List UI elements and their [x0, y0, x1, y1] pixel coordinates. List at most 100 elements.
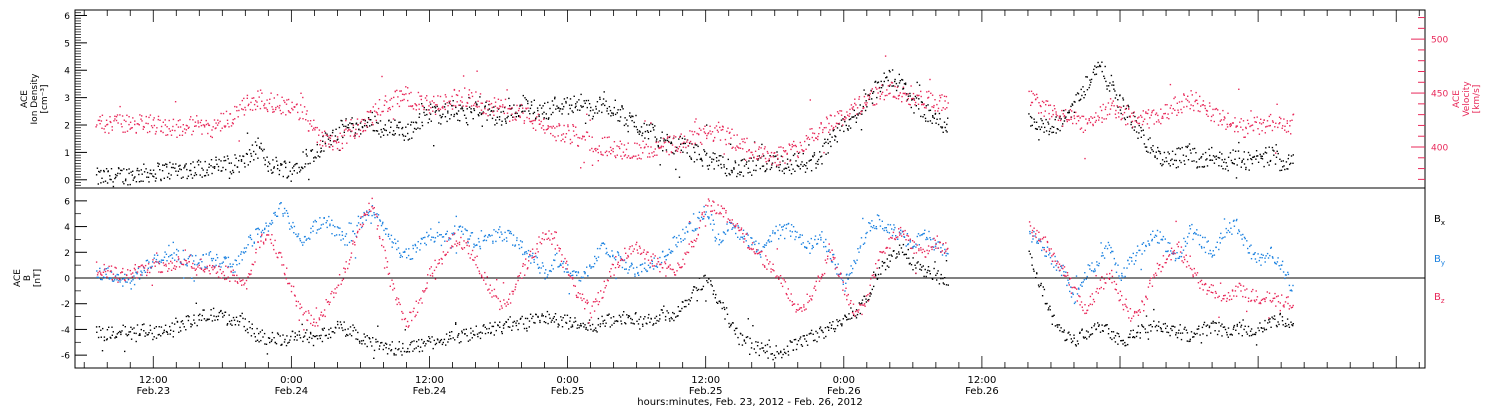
field-point-bx: [201, 320, 202, 321]
velocity-point: [671, 152, 672, 153]
field-point-by: [256, 228, 257, 229]
velocity-point: [1260, 119, 1261, 120]
velocity-point: [1133, 115, 1134, 116]
field-point-bx: [199, 314, 200, 315]
field-point-by: [605, 253, 606, 254]
velocity-point: [535, 130, 536, 131]
field-point-bx: [832, 321, 833, 322]
field-point-bx: [742, 335, 743, 336]
density-point: [637, 129, 638, 130]
field-point-bx: [595, 327, 596, 328]
field-point-bx: [566, 323, 567, 324]
velocity-point: [687, 139, 688, 140]
field-point-by: [568, 271, 569, 272]
density-point: [285, 163, 286, 164]
velocity-point: [317, 127, 318, 128]
velocity-point: [1249, 126, 1250, 127]
field-point-by: [598, 256, 599, 257]
density-point: [524, 111, 525, 112]
field-point-by: [591, 266, 592, 267]
field-point-bx: [493, 326, 494, 327]
density-point: [224, 156, 225, 157]
velocity-point: [884, 99, 885, 100]
density-point: [501, 124, 502, 125]
velocity-point: [1083, 116, 1084, 117]
field-point-by: [317, 229, 318, 230]
density-point: [263, 157, 264, 158]
field-point-by: [612, 255, 613, 256]
velocity-point: [404, 94, 405, 95]
field-point-bx: [813, 340, 814, 341]
field-point-bx: [1119, 336, 1120, 337]
velocity-point: [914, 100, 915, 101]
field-point-bx: [411, 341, 412, 342]
date-tick-label: Feb.23: [136, 386, 170, 397]
velocity-point: [761, 156, 762, 157]
density-point: [535, 118, 536, 119]
velocity-point: [910, 104, 911, 105]
field-point-by: [323, 218, 324, 219]
field-point-bx: [262, 336, 263, 337]
field-point-bx: [104, 340, 105, 341]
field-point-bx: [489, 328, 490, 329]
field-point-by: [382, 222, 383, 223]
field-point-bx: [326, 335, 327, 336]
field-point-bx: [504, 323, 505, 324]
velocity-point: [346, 143, 347, 144]
density-point: [636, 126, 637, 127]
velocity-point: [678, 148, 679, 149]
velocity-point: [169, 128, 170, 129]
velocity-point: [692, 134, 693, 135]
field-point-bx: [1165, 323, 1166, 324]
field-point-bx: [489, 322, 490, 323]
field-point-bx: [814, 340, 815, 341]
density-point: [133, 180, 134, 181]
velocity-point: [457, 101, 458, 102]
density-point: [588, 115, 589, 116]
density-point: [738, 164, 739, 165]
velocity-point: [502, 106, 503, 107]
field-point-bx: [198, 315, 199, 316]
velocity-point: [780, 146, 781, 147]
field-point-bx: [620, 316, 621, 317]
velocity-point: [481, 103, 482, 104]
velocity-point: [248, 105, 249, 106]
field-point-bx: [436, 343, 437, 344]
density-point: [935, 113, 936, 114]
field-point-bx: [450, 338, 451, 339]
velocity-point: [383, 111, 384, 112]
velocity-point: [585, 139, 586, 140]
density-point: [1197, 166, 1198, 167]
field-point-bx: [245, 318, 246, 319]
field-point-by: [242, 259, 243, 260]
density-point: [1137, 138, 1138, 139]
velocity-point: [325, 145, 326, 146]
velocity-point: [210, 136, 211, 137]
field-point-bx: [580, 323, 581, 324]
density-point: [1263, 166, 1264, 167]
field-point-bx: [143, 323, 144, 324]
velocity-point: [1059, 117, 1060, 118]
density-point: [889, 70, 890, 71]
field-point-by: [385, 228, 386, 229]
field-point-bx: [688, 299, 689, 300]
field-point-bx: [517, 329, 518, 330]
field-point-by: [799, 237, 800, 238]
field-point-by: [878, 215, 879, 216]
velocity-point: [672, 144, 673, 145]
field-point-bx: [444, 339, 445, 340]
field-point-by: [392, 247, 393, 248]
velocity-point: [767, 153, 768, 154]
field-point-bx: [1197, 329, 1198, 330]
field-point-by: [726, 223, 727, 224]
velocity-point: [466, 106, 467, 107]
density-point: [539, 105, 540, 106]
field-point-bx: [843, 318, 844, 319]
density-point: [212, 166, 213, 167]
density-point: [1055, 119, 1056, 120]
velocity-point: [1064, 116, 1065, 117]
density-point: [559, 110, 560, 111]
density-point: [1287, 168, 1288, 169]
density-point: [581, 107, 582, 108]
velocity-point: [744, 142, 745, 143]
